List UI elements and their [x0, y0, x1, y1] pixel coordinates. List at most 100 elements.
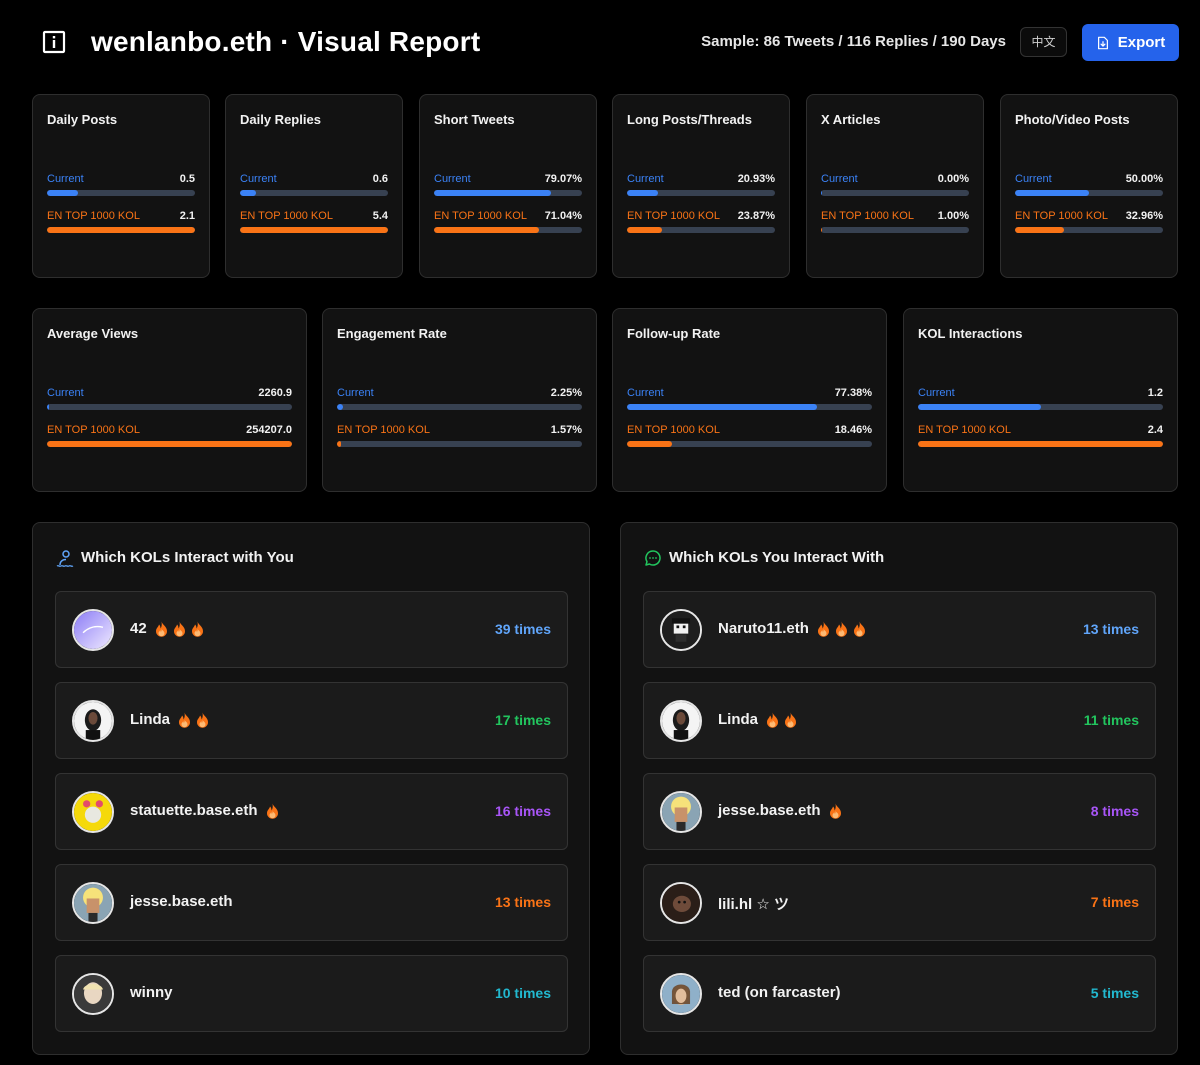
kol-list-item[interactable]: statuette.base.eth 16 times: [55, 773, 568, 850]
current-progress-fill: [918, 404, 1041, 410]
kol-name[interactable]: lili.hl ☆ ツ: [718, 896, 789, 913]
kol-name-wrap: Linda: [718, 711, 797, 728]
current-label: Current: [821, 173, 858, 185]
metric-title: Photo/Video Posts: [1015, 112, 1130, 127]
kol-value: 32.96%: [1125, 210, 1163, 222]
kol-label: EN TOP 1000 KOL: [918, 424, 1011, 436]
kol-value: 1.57%: [550, 424, 582, 436]
current-progress-fill: [47, 190, 79, 196]
kol-name-wrap: jesse.base.eth: [718, 802, 842, 819]
kol-list-item[interactable]: 42 39 times: [55, 591, 568, 668]
panel-title-you-interact-with: Which KOLs You Interact With: [669, 549, 885, 566]
current-progress-fill: [337, 404, 343, 410]
interaction-count: 5 times: [1090, 985, 1139, 1001]
current-label: Current: [337, 387, 374, 399]
kol-list-item[interactable]: Linda 17 times: [55, 682, 568, 759]
avatar[interactable]: [660, 791, 702, 833]
metric-card-daily-posts: Daily Posts Current 0.5 EN TOP 1000 KOL …: [32, 94, 210, 278]
metric-card-photo-video-posts: Photo/Video Posts Current 50.00% EN TOP …: [1000, 94, 1178, 278]
kol-label: EN TOP 1000 KOL: [627, 424, 720, 436]
kol-name[interactable]: jesse.base.eth: [718, 802, 821, 819]
kol-value: 1.00%: [937, 210, 969, 222]
current-progress-bar: [47, 404, 292, 410]
flame-rating: [766, 712, 797, 728]
kol-list-item[interactable]: ted (on farcaster) 5 times: [643, 955, 1156, 1032]
avatar[interactable]: [660, 700, 702, 742]
panel-title-interact-with-you: Which KOLs Interact with You: [81, 549, 294, 566]
kol-progress-fill: [337, 441, 341, 447]
metric-card-engagement-rate: Engagement Rate Current 2.25% EN TOP 100…: [322, 308, 597, 492]
kol-label: EN TOP 1000 KOL: [47, 210, 140, 222]
interaction-count: 10 times: [494, 985, 551, 1001]
current-label: Current: [627, 173, 664, 185]
avatar[interactable]: [72, 700, 114, 742]
current-value: 77.38%: [834, 387, 872, 399]
kol-name-wrap: Linda: [130, 711, 209, 728]
kols-you-interact-with-panel: Which KOLs You Interact With Naruto11.et…: [620, 522, 1178, 1055]
kol-name[interactable]: ted (on farcaster): [718, 984, 841, 1001]
fire-icon: [785, 712, 796, 728]
kol-name-wrap: lili.hl ☆ ツ: [718, 893, 797, 914]
metric-title: Average Views: [47, 326, 139, 341]
fire-icon: [829, 803, 841, 819]
fire-icon: [853, 621, 865, 637]
interaction-count: 16 times: [494, 803, 551, 819]
export-button[interactable]: Export: [1082, 24, 1179, 61]
language-toggle-button[interactable]: 中文: [1020, 27, 1067, 57]
metric-title: Engagement Rate: [337, 326, 447, 341]
kol-name[interactable]: jesse.base.eth: [130, 893, 233, 910]
avatar[interactable]: [72, 882, 114, 924]
kol-name[interactable]: winny: [130, 984, 173, 1001]
current-value: 79.07%: [544, 173, 582, 185]
current-progress-bar: [918, 404, 1163, 410]
current-progress-bar: [337, 404, 582, 410]
avatar[interactable]: [72, 609, 114, 651]
avatar[interactable]: [660, 609, 702, 651]
current-progress-fill: [47, 404, 50, 410]
kol-progress-fill: [240, 227, 388, 233]
avatar[interactable]: [660, 973, 702, 1015]
user-wave-icon: [56, 550, 74, 567]
kol-name-wrap: ted (on farcaster): [718, 984, 849, 1001]
kol-progress-fill: [918, 441, 1163, 447]
page-title: wenlanbo.eth · Visual Report: [91, 26, 481, 57]
kol-value: 18.46%: [834, 424, 872, 436]
kol-list-item[interactable]: jesse.base.eth 8 times: [643, 773, 1156, 850]
kol-progress-bar: [1015, 227, 1163, 233]
current-value: 50.00%: [1125, 173, 1163, 185]
report-header: wenlanbo.eth · Visual Report Sample: 86 …: [0, 0, 1200, 88]
current-label: Current: [47, 173, 84, 185]
kol-name-wrap: Naruto11.eth: [718, 620, 866, 637]
current-progress-bar: [627, 190, 775, 196]
kol-name[interactable]: Naruto11.eth: [718, 620, 809, 637]
current-value: 2260.9: [258, 387, 292, 399]
kol-name-wrap: jesse.base.eth: [130, 893, 241, 910]
kol-list-item[interactable]: lili.hl ☆ ツ 7 times: [643, 864, 1156, 941]
metric-card-average-views: Average Views Current 2260.9 EN TOP 1000…: [32, 308, 307, 492]
kol-name-wrap: 42: [130, 620, 204, 637]
kol-name[interactable]: Linda: [718, 711, 758, 728]
kol-list-item[interactable]: jesse.base.eth 13 times: [55, 864, 568, 941]
avatar[interactable]: [72, 791, 114, 833]
kol-list-item[interactable]: winny 10 times: [55, 955, 568, 1032]
kol-progress-bar: [337, 441, 582, 447]
kol-list-item[interactable]: Naruto11.eth 13 times: [643, 591, 1156, 668]
kol-name[interactable]: Linda: [130, 711, 170, 728]
current-label: Current: [627, 387, 664, 399]
info-icon: [42, 30, 66, 54]
avatar[interactable]: [72, 973, 114, 1015]
current-label: Current: [434, 173, 471, 185]
metric-title: Daily Posts: [47, 112, 118, 127]
kol-label: EN TOP 1000 KOL: [627, 210, 720, 222]
kol-value: 5.4: [372, 210, 388, 222]
kol-progress-bar: [821, 227, 969, 233]
fire-icon: [191, 621, 203, 637]
kol-list-item[interactable]: Linda 11 times: [643, 682, 1156, 759]
metric-title: Short Tweets: [434, 112, 515, 127]
flame-rating: [155, 621, 204, 637]
kol-name[interactable]: statuette.base.eth: [130, 802, 258, 819]
avatar[interactable]: [660, 882, 702, 924]
kol-name[interactable]: 42: [130, 620, 147, 637]
current-progress-bar: [240, 190, 388, 196]
fire-icon: [835, 621, 847, 637]
